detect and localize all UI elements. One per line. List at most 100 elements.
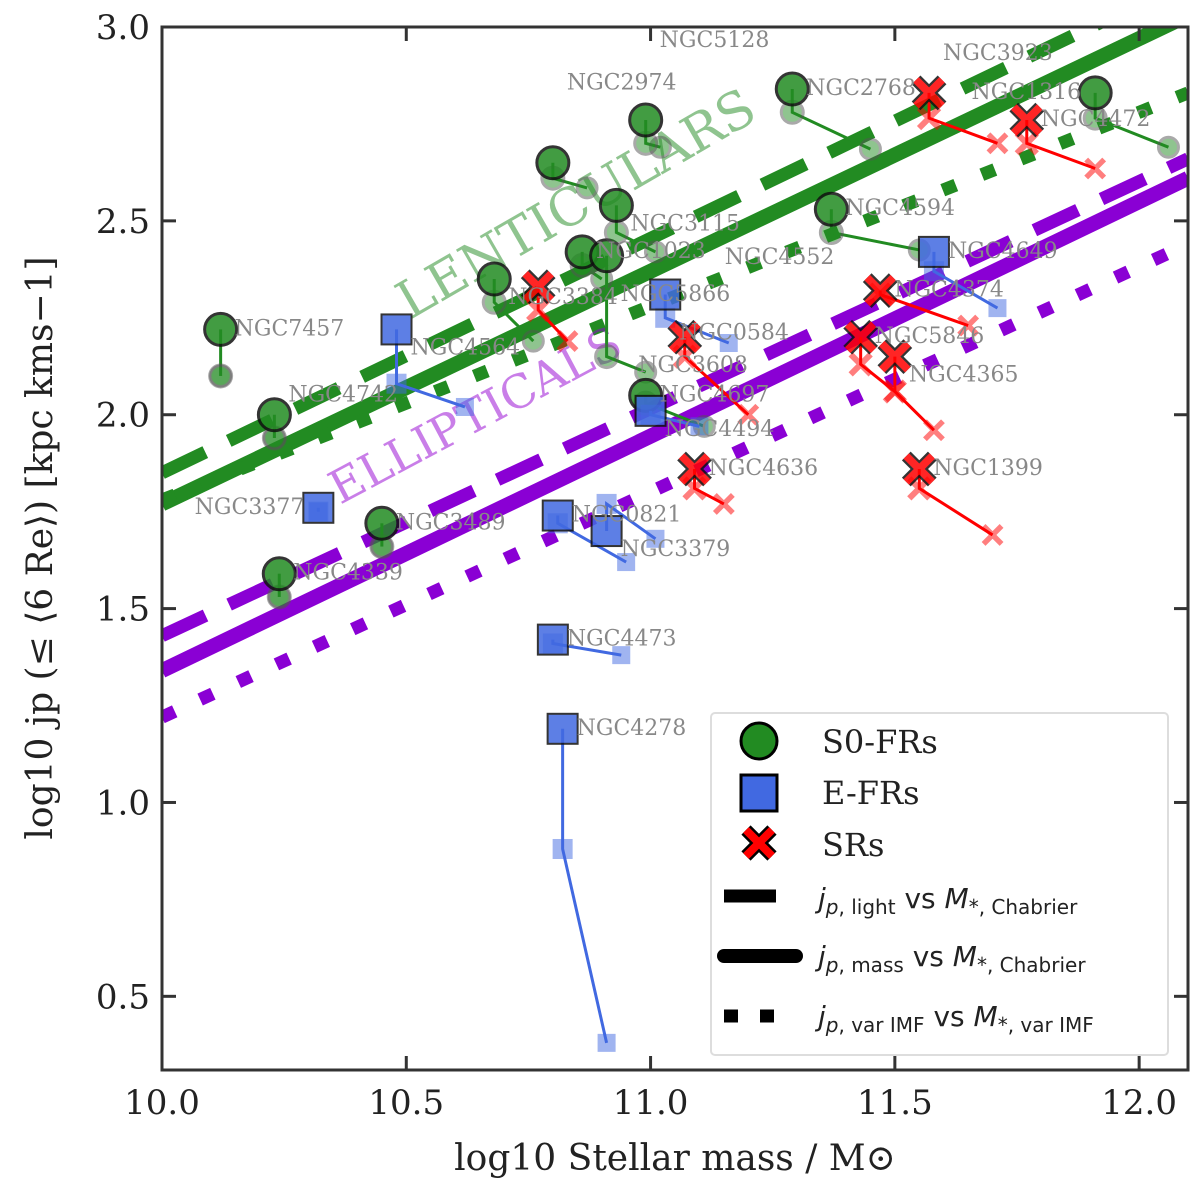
galaxy-point-light xyxy=(261,556,297,592)
galaxy-label: NGC1316 xyxy=(972,80,1082,105)
x-marker xyxy=(848,352,873,377)
x-marker xyxy=(1011,104,1043,136)
galaxy-point-mass xyxy=(1014,131,1039,156)
galaxy-point-light xyxy=(774,71,810,107)
x-marker xyxy=(879,340,911,373)
circle-marker xyxy=(364,505,400,541)
galaxy-label: NGC3489 xyxy=(396,510,506,535)
axis-ticks: 10.0 10.5 11.0 11.5 12.0 0.5 1.0 1.5 2.0 2.5 3.0 xyxy=(96,8,1188,1123)
x-marker xyxy=(916,105,942,131)
square-marker xyxy=(597,1033,616,1052)
legend-s0-label: S0-FRs xyxy=(822,723,938,761)
galaxy-point-var-imf xyxy=(521,329,545,353)
square-marker xyxy=(917,235,950,268)
fit-line-lenticular-dashed xyxy=(162,27,1107,479)
galaxy-label: NGC3377 xyxy=(195,495,305,520)
galaxy-label: NGC3608 xyxy=(638,353,748,378)
galaxy-label: NGC4365 xyxy=(909,363,1019,388)
x-marker xyxy=(957,314,980,337)
galaxy-point-light xyxy=(476,261,512,297)
square-marker xyxy=(655,307,676,328)
legend-efr-label: E-FRs xyxy=(822,774,919,812)
square-marker xyxy=(690,417,709,436)
galaxy-label: NGC0584 xyxy=(679,321,789,346)
galaxy-point-var-imf xyxy=(617,553,636,572)
galaxy-point-var-imf xyxy=(690,417,709,436)
galaxy-point-light xyxy=(364,505,400,541)
galaxy-point-var-imf xyxy=(1084,157,1107,180)
galaxy-label: NGC4473 xyxy=(567,627,677,652)
galaxy-label: NGC4374 xyxy=(894,278,1004,303)
galaxy-point-var-imf xyxy=(575,176,599,200)
galaxy-point-light xyxy=(541,499,574,532)
galaxy-point-var-imf xyxy=(712,493,735,515)
x-marker xyxy=(678,453,711,485)
galaxy-point-mass xyxy=(848,352,873,377)
square-marker xyxy=(386,373,407,394)
x-tick-label: 10.5 xyxy=(368,1083,444,1123)
y-axis-label: log10 jp (≤ ⟨6 Re⟩) [kpc kms−1] xyxy=(20,256,61,839)
galaxy-point-light xyxy=(302,491,335,524)
x-marker xyxy=(1014,131,1039,156)
circle-marker xyxy=(628,102,664,138)
galaxy-point-light xyxy=(1009,102,1045,138)
galaxy-label: NGC7457 xyxy=(235,316,345,341)
galaxy-point-light xyxy=(203,311,239,347)
circle-marker xyxy=(476,261,512,297)
x-marker xyxy=(737,403,760,426)
square-marker xyxy=(646,529,665,548)
x-tick-label: 11.5 xyxy=(857,1083,933,1123)
galaxy-label: NGC3923 xyxy=(943,41,1053,66)
galaxy-label: NGC4339 xyxy=(293,561,403,586)
circle-marker xyxy=(1156,135,1180,159)
galaxy-label: NGC2768 xyxy=(806,76,916,101)
square-marker xyxy=(719,334,738,353)
galaxy-point-var-imf xyxy=(737,403,760,426)
circle-marker xyxy=(203,311,239,347)
fit-line-elliptical-dashed xyxy=(162,152,1188,642)
galaxy-label: NGC4278 xyxy=(577,716,687,741)
galaxy-point-var-imf xyxy=(556,330,579,352)
galaxy-label: NGC4636 xyxy=(709,456,819,481)
legend-frame xyxy=(710,712,1169,1056)
legend-light-label: jp, light vs M*, Chabrier xyxy=(814,882,1078,919)
circle-marker xyxy=(594,344,620,370)
galaxy-point-var-imf xyxy=(719,334,738,353)
legend-efr-marker xyxy=(739,773,779,813)
square-marker xyxy=(612,646,631,665)
galaxy-point-light xyxy=(649,278,682,311)
circle-marker xyxy=(598,187,634,223)
x-marker xyxy=(986,132,1009,155)
galaxy-point-var-imf xyxy=(643,240,667,264)
fit-line-lenticular-solid xyxy=(162,27,1182,511)
circle-marker xyxy=(261,556,297,592)
galaxy-point-var-imf xyxy=(957,314,980,337)
galaxy-point-var-imf xyxy=(455,397,474,416)
square-marker xyxy=(536,623,569,656)
legend-varimf-label: jp, var IMF vs M*, var IMF xyxy=(814,1000,1094,1037)
circle-marker xyxy=(1077,75,1113,111)
circle-marker xyxy=(774,71,810,107)
galaxy-point-mass xyxy=(552,838,573,859)
galaxy-point-var-imf xyxy=(597,1033,616,1052)
galaxy-point-light xyxy=(520,269,556,305)
x-marker xyxy=(864,274,896,307)
y-tick-label: 2.5 xyxy=(96,202,150,242)
galaxy-point-light xyxy=(917,235,950,268)
x-tick-label: 10.0 xyxy=(124,1083,200,1123)
plot-frame xyxy=(160,25,1190,1072)
fit-line-elliptical-solid xyxy=(162,171,1188,678)
galaxy-point-light xyxy=(901,451,937,487)
circle-marker xyxy=(535,145,571,181)
galaxy-label: NGC3384 xyxy=(508,285,618,310)
galaxy-point-light xyxy=(877,339,913,374)
circle-marker xyxy=(813,191,849,227)
circle-marker xyxy=(643,240,667,264)
galaxy-point-var-imf xyxy=(1156,135,1180,159)
galaxy-label: NGC4472 xyxy=(1041,107,1151,132)
galaxy-point-mass xyxy=(594,344,620,370)
galaxy-point-var-imf xyxy=(646,529,665,548)
square-marker xyxy=(649,278,682,311)
circle-marker xyxy=(256,397,292,433)
